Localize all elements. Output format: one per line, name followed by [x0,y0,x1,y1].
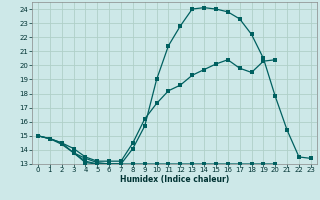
X-axis label: Humidex (Indice chaleur): Humidex (Indice chaleur) [120,175,229,184]
